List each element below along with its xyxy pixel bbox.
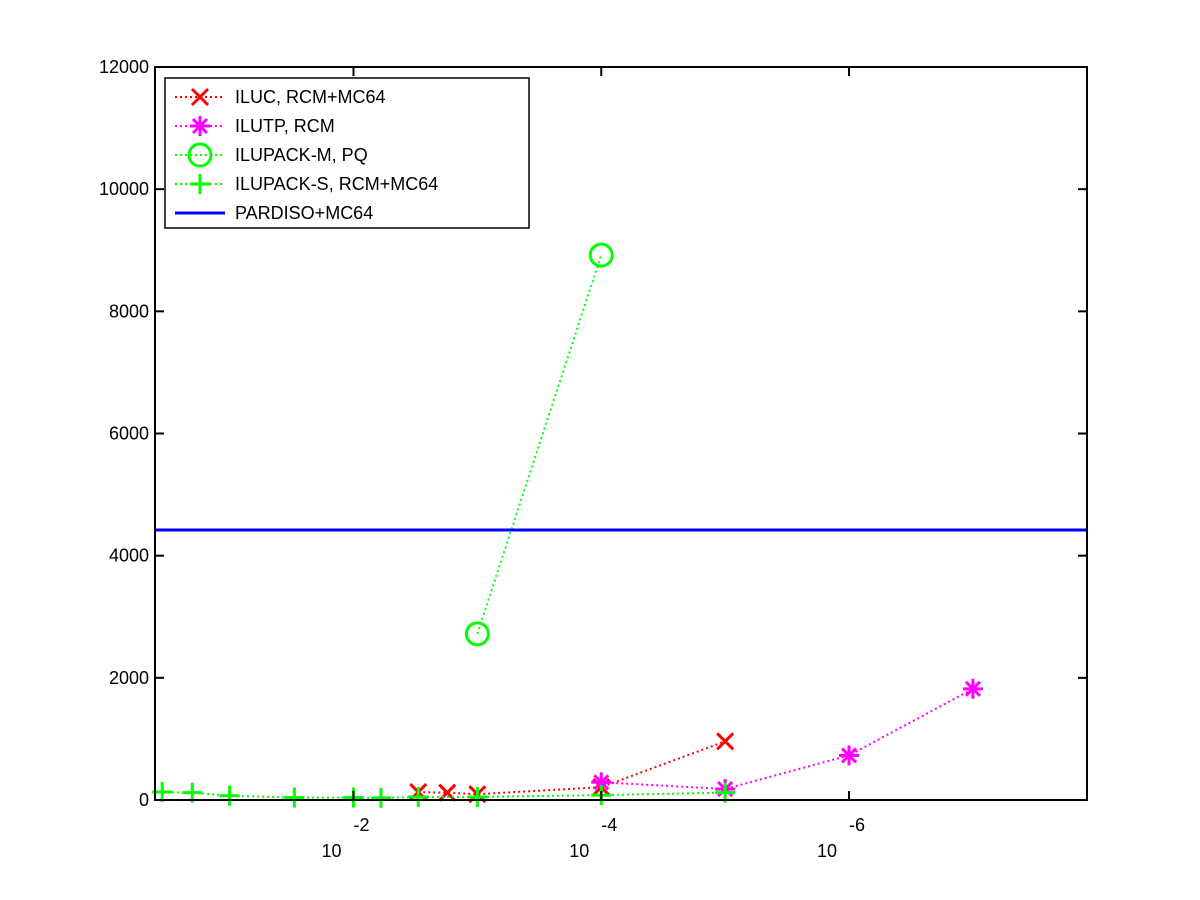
legend: ILUC, RCM+MC64 ILUTP, RCM ILUPACK-M, PQ ILU… [164, 77, 530, 229]
data-point [716, 732, 735, 751]
marker-stroke [840, 747, 858, 764]
legend-label: ILUPACK-S, RCM+MC64 [235, 174, 438, 194]
legend-label: PARDISO+MC64 [235, 203, 373, 223]
x-tick-label-exponent: -2 [353, 815, 369, 835]
x-tick-label-base: 10 [321, 841, 341, 861]
marker-stroke [716, 732, 735, 751]
x-tick-label-base: 10 [569, 841, 589, 861]
series-line [162, 791, 726, 799]
data-point [467, 786, 488, 807]
legend-box [164, 77, 530, 229]
marker-stroke [191, 117, 209, 135]
legend-label: ILUTP, RCM [235, 116, 335, 136]
data-point [370, 787, 391, 808]
y-tick-label: 8000 [109, 301, 149, 321]
legend-entry: ILUPACK-M, PQ [175, 142, 368, 168]
legend-entry: ILUTP, RCM [175, 116, 335, 136]
legend-label: ILUPACK-M, PQ [235, 145, 368, 165]
y-tick-label: 2000 [109, 668, 149, 688]
legend-marker [190, 116, 210, 136]
legend-marker [190, 87, 210, 107]
data-point [438, 783, 457, 802]
marker-stroke [187, 142, 213, 168]
legend-label: ILUC, RCM+MC64 [235, 87, 386, 107]
data-point [464, 621, 490, 647]
x-tick-label-exponent: -4 [601, 815, 617, 835]
y-tick-label: 12000 [99, 57, 149, 77]
axes: 0 2000 4000 6000 8000 10000 12000 10 -2 10 -4 10 -6 [99, 57, 1088, 861]
y-tick-label: 10000 [99, 179, 149, 199]
y-tick-label: 6000 [109, 424, 149, 444]
data-point [588, 242, 614, 268]
y-tick-label: 0 [139, 790, 149, 810]
data-point [962, 678, 983, 699]
legend-entry: PARDISO+MC64 [175, 203, 373, 223]
data-point [284, 787, 305, 808]
data-point [408, 786, 429, 807]
x-tick-label-base: 10 [817, 841, 837, 861]
x-tick-label-exponent: -6 [849, 815, 865, 835]
marker-stroke [464, 621, 490, 647]
legend-entry: ILUC, RCM+MC64 [175, 87, 386, 107]
marker-stroke [190, 87, 210, 107]
marker-stroke [438, 783, 457, 802]
legend-marker [190, 174, 210, 194]
plot-layer [152, 242, 1087, 808]
marker-stroke [593, 774, 610, 791]
marker-stroke [588, 242, 614, 268]
series-2 [464, 242, 614, 647]
series-line [476, 254, 603, 635]
data-point [219, 785, 240, 806]
legend-marker [187, 142, 213, 168]
marker-stroke [964, 680, 981, 697]
legend-entry: ILUPACK-S, RCM+MC64 [175, 174, 438, 194]
data-point [839, 745, 860, 766]
y-tick-label: 4000 [109, 546, 149, 566]
